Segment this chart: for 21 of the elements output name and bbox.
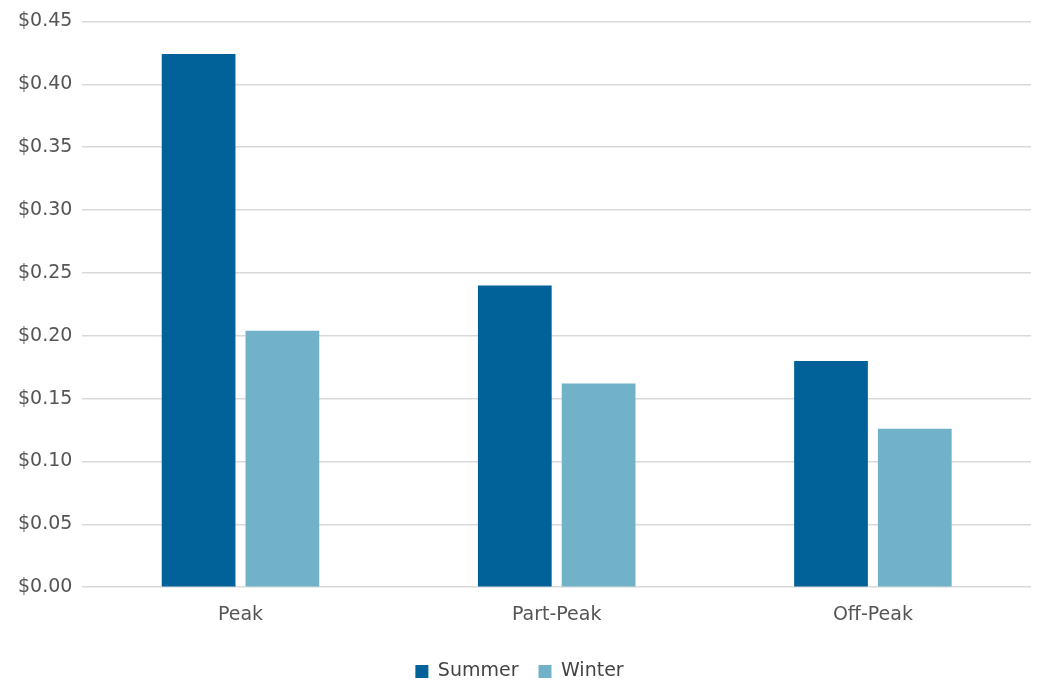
y-tick-label: $0.25 <box>17 259 73 282</box>
y-tick-label: $0.05 <box>17 511 73 534</box>
bar <box>477 285 552 587</box>
y-tick-label: $0.15 <box>17 385 73 408</box>
x-tick-label: Part-Peak <box>511 601 602 624</box>
bar <box>245 330 320 587</box>
legend-label: Summer <box>437 658 519 681</box>
bar <box>161 54 236 587</box>
bar <box>794 360 868 587</box>
y-tick-label: $0.40 <box>17 71 73 94</box>
legend-label: Winter <box>560 658 624 681</box>
y-tick-label: $0.20 <box>17 322 73 345</box>
y-tick-label: $0.35 <box>17 134 73 157</box>
bar <box>561 383 636 587</box>
y-tick-label: $0.00 <box>17 574 73 597</box>
x-tick-label: Peak <box>217 601 264 624</box>
y-tick-label: $0.45 <box>17 8 73 31</box>
bar <box>877 428 952 587</box>
y-tick-label: $0.10 <box>17 448 73 471</box>
x-tick-label: Off-Peak <box>832 601 913 624</box>
y-tick-label: $0.30 <box>17 196 73 219</box>
